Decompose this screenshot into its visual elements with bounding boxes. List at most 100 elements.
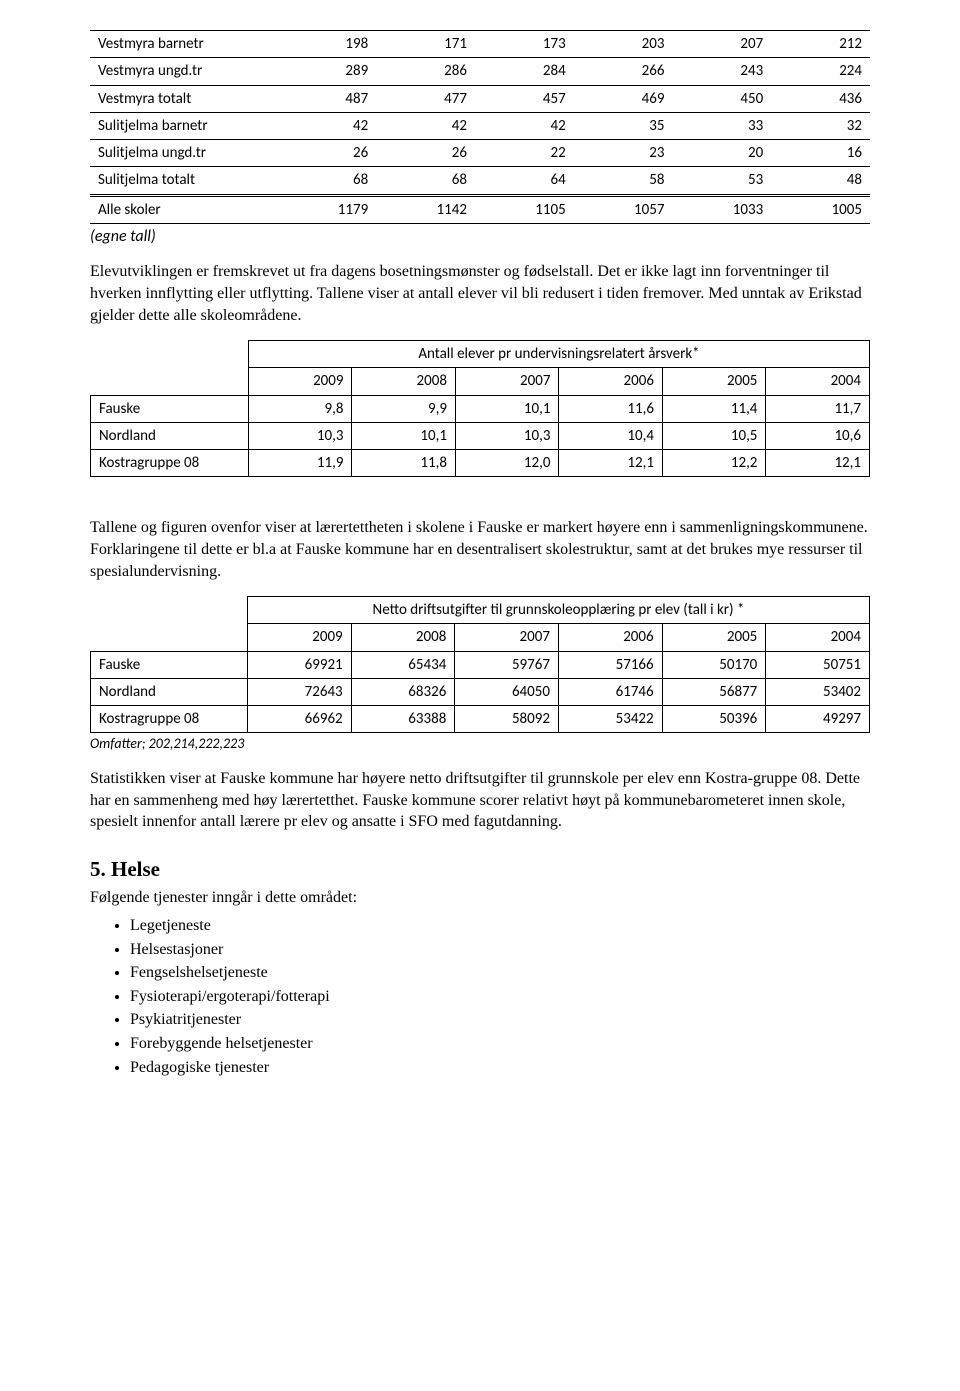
list-item: Pedagogiske tjenester (130, 1057, 870, 1079)
stub-cell (91, 597, 248, 624)
cell: 1142 (376, 195, 475, 223)
year-header: 2005 (662, 368, 765, 395)
table-header-row: Antall elever pr undervisningsrelatert å… (91, 341, 870, 368)
cell: 450 (672, 85, 771, 112)
cell: 207 (672, 31, 771, 58)
cell: 198 (277, 31, 376, 58)
cell: 22 (475, 140, 574, 167)
cell: 64050 (455, 678, 559, 705)
cell: 487 (277, 85, 376, 112)
table-caption: Omfatter; 202,214,222,223 (90, 735, 870, 754)
row-label: Sulitjelma barnetr (90, 112, 277, 139)
row-label: Vestmyra barnetr (90, 31, 277, 58)
paragraph: Tallene og figuren ovenfor viser at lære… (90, 517, 870, 582)
cell: 284 (475, 58, 574, 85)
list-item: Forebyggende helsetjenester (130, 1033, 870, 1055)
cell: 66962 (248, 706, 352, 733)
bullet-list: Legetjeneste Helsestasjoner Fengselshels… (90, 915, 870, 1078)
cell: 1033 (672, 195, 771, 223)
cell: 11,7 (766, 395, 870, 422)
row-label: Nordland (91, 422, 249, 449)
cell: 42 (376, 112, 475, 139)
cell: 11,9 (249, 450, 352, 477)
table-note: (egne tall) (90, 226, 870, 248)
cell: 42 (475, 112, 574, 139)
cell: 59767 (455, 651, 559, 678)
cell: 58 (574, 167, 673, 195)
year-header: 2009 (249, 368, 352, 395)
row-label: Fauske (91, 651, 248, 678)
year-header: 2008 (352, 368, 455, 395)
stub-cell (91, 368, 249, 395)
year-header: 2009 (248, 624, 352, 651)
cell: 1057 (574, 195, 673, 223)
year-header: 2005 (662, 624, 766, 651)
year-header: 2004 (766, 624, 870, 651)
cell: 33 (672, 112, 771, 139)
cell: 68326 (351, 678, 455, 705)
cell: 57166 (558, 651, 662, 678)
stub-cell (91, 624, 248, 651)
section-title: 5. Helse (90, 855, 870, 883)
cell: 12,2 (662, 450, 765, 477)
cell: 10,6 (766, 422, 870, 449)
table-row: Fauske 69921 65434 59767 57166 50170 507… (91, 651, 870, 678)
cell: 11,4 (662, 395, 765, 422)
cell: 53 (672, 167, 771, 195)
row-label: Kostragruppe 08 (91, 706, 248, 733)
cell: 10,3 (249, 422, 352, 449)
stub-cell (91, 341, 249, 368)
table-row: Nordland 10,3 10,1 10,3 10,4 10,5 10,6 (91, 422, 870, 449)
cell: 53422 (558, 706, 662, 733)
year-header: 2004 (766, 368, 870, 395)
cell: 69921 (248, 651, 352, 678)
table-row: Sulitjelma ungd.tr 26 26 22 23 20 16 (90, 140, 870, 167)
cell: 50396 (662, 706, 766, 733)
cell: 42 (277, 112, 376, 139)
cell: 173 (475, 31, 574, 58)
cell: 9,8 (249, 395, 352, 422)
cell: 50170 (662, 651, 766, 678)
net-operating-costs-table: Netto driftsutgifter til grunnskoleopplæ… (90, 596, 870, 733)
row-label: Alle skoler (90, 195, 277, 223)
table-row: Sulitjelma totalt 68 68 64 58 53 48 (90, 167, 870, 195)
cell: 10,1 (352, 422, 455, 449)
year-header: 2007 (455, 624, 559, 651)
section-intro: Følgende tjenester inngår i dette område… (90, 887, 870, 909)
cell: 68 (277, 167, 376, 195)
cell: 65434 (351, 651, 455, 678)
paragraph: Statistikken viser at Fauske kommune har… (90, 768, 870, 833)
list-item: Psykiatritjenester (130, 1009, 870, 1031)
cell: 1005 (771, 195, 870, 223)
students-per-fte-table: Antall elever pr undervisningsrelatert å… (90, 340, 870, 477)
cell: 436 (771, 85, 870, 112)
page: Vestmyra barnetr 198 171 173 203 207 212… (0, 0, 960, 1120)
table-row: Kostragruppe 08 66962 63388 58092 53422 … (91, 706, 870, 733)
list-item: Fengselshelsetjeneste (130, 962, 870, 984)
year-header: 2008 (351, 624, 455, 651)
cell: 49297 (766, 706, 870, 733)
cell: 469 (574, 85, 673, 112)
row-label: Vestmyra ungd.tr (90, 58, 277, 85)
year-header: 2007 (455, 368, 558, 395)
cell: 23 (574, 140, 673, 167)
cell: 224 (771, 58, 870, 85)
cell: 477 (376, 85, 475, 112)
cell: 12,0 (455, 450, 558, 477)
table-row: Sulitjelma barnetr 42 42 42 35 33 32 (90, 112, 870, 139)
row-label: Fauske (91, 395, 249, 422)
cell: 63388 (351, 706, 455, 733)
cell: 10,5 (662, 422, 765, 449)
row-label: Nordland (91, 678, 248, 705)
cell: 10,3 (455, 422, 558, 449)
table-year-row: 2009 2008 2007 2006 2005 2004 (91, 624, 870, 651)
cell: 56877 (662, 678, 766, 705)
cell: 16 (771, 140, 870, 167)
table-row: Fauske 9,8 9,9 10,1 11,6 11,4 11,7 (91, 395, 870, 422)
cell: 243 (672, 58, 771, 85)
table-row: Vestmyra totalt 487 477 457 469 450 436 (90, 85, 870, 112)
row-label: Vestmyra totalt (90, 85, 277, 112)
cell: 203 (574, 31, 673, 58)
cell: 9,9 (352, 395, 455, 422)
cell: 171 (376, 31, 475, 58)
